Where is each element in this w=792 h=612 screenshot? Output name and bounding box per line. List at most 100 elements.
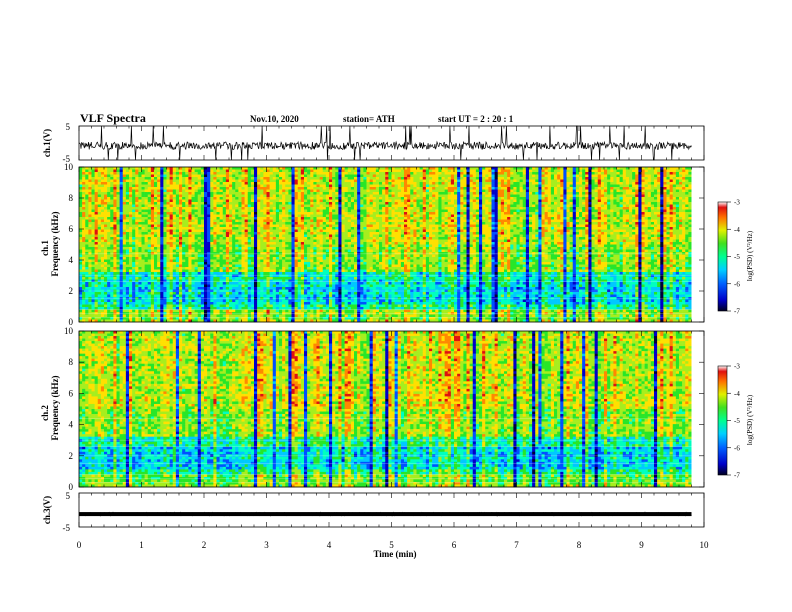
spectrogram-cell [97, 302, 102, 305]
spectrogram-cell [229, 242, 233, 245]
spectrogram-cell [104, 299, 108, 303]
spectrogram-cell [229, 279, 233, 283]
spectrogram-cell [282, 209, 286, 213]
spectrogram-cell [263, 192, 267, 195]
spectrogram-cell [244, 304, 249, 308]
spectrogram-cell [232, 169, 236, 173]
spectrogram-cell [304, 309, 308, 313]
spectrogram-cell [79, 169, 83, 173]
spectrogram-cell [313, 242, 317, 245]
spectrogram-cell [88, 204, 92, 208]
ch1-ytick-top: 5 [66, 122, 71, 132]
spectrogram-cell [238, 307, 242, 310]
spectrogram-cell [82, 167, 86, 170]
spectrogram-cell [250, 167, 255, 170]
spectrogram-cell [235, 224, 239, 228]
spectrogram-cell [163, 174, 167, 178]
spectrogram-cell [266, 294, 270, 298]
spectrogram-cell [163, 259, 167, 263]
spectrogram-cell [94, 272, 99, 275]
spectrogram-cell [172, 267, 177, 270]
spectrogram-cell [300, 229, 305, 233]
spectrogram-cell [288, 239, 292, 243]
spectrogram-cell [100, 294, 105, 298]
spectrogram-cell [247, 232, 252, 235]
spectrogram-cell [144, 302, 149, 305]
spectrogram-cell [175, 239, 180, 243]
spectrogram-cell [150, 179, 155, 183]
spectrogram-cell [141, 189, 145, 193]
ch1-waveform-ticks [78, 126, 705, 160]
spectrogram-cell [319, 272, 324, 275]
spectrogram-cell [116, 232, 120, 235]
spectrogram-cell [232, 192, 236, 195]
spectrogram-cell [157, 319, 161, 323]
spectrogram-cell [266, 267, 270, 270]
spectrogram-cell [113, 229, 117, 233]
spectrogram-cell [169, 217, 174, 220]
spectrogram-cell [132, 264, 136, 268]
spectrogram-cell [94, 189, 99, 193]
spectrogram-cell [188, 264, 192, 268]
spectrogram-cell [297, 184, 302, 188]
spectrogram-cell [197, 307, 202, 310]
spectrogram-cell [275, 199, 280, 203]
spectrogram-cell [107, 304, 111, 308]
spectrogram-cell [129, 234, 133, 238]
spectrogram-cell [175, 264, 180, 268]
spectrogram-cell [129, 167, 133, 170]
spectrogram-cell [269, 284, 274, 288]
spectrogram-cell [97, 202, 102, 205]
spectrogram-cell [160, 262, 164, 265]
spectrogram-cell [172, 287, 177, 290]
spectrogram-cell [294, 307, 299, 310]
spectrogram-cell [244, 314, 249, 318]
spectrogram-cell [191, 172, 195, 175]
spectrogram-cell [150, 284, 155, 288]
spectrogram-cell [104, 262, 108, 265]
spectrogram-cell [304, 229, 308, 233]
spectrogram-cell [185, 312, 189, 315]
spectrogram-cell [175, 189, 180, 193]
spectrogram-cell [257, 239, 261, 243]
spectrogram-cell [154, 169, 158, 173]
spectrogram-cell [244, 179, 249, 183]
spectrogram-cell [266, 292, 270, 295]
spectrogram-cell [94, 219, 99, 223]
spectrogram-cell [266, 247, 270, 250]
spectrogram-cell [297, 209, 302, 213]
spectrogram-cell [94, 259, 99, 263]
spectrogram-cell [175, 192, 180, 195]
spectrogram-cell [91, 304, 95, 308]
spectrogram-cell [250, 262, 255, 265]
spectrogram-cell [185, 189, 189, 193]
spectrogram-cell [272, 192, 277, 195]
spectrogram-cell [313, 257, 317, 260]
spectrogram-cell [297, 174, 302, 178]
spectrogram-cell [291, 259, 295, 263]
spectrogram-cell [79, 199, 83, 203]
spectrogram-cell [185, 224, 189, 228]
spectrogram-cell [119, 294, 124, 298]
spectrogram-cell [110, 204, 114, 208]
spectrogram-cell [235, 174, 239, 178]
spectrogram-cell [197, 257, 202, 260]
spectrogram-cell [122, 307, 127, 310]
spectrogram-cell [244, 249, 249, 253]
spectrogram-cell [291, 294, 295, 298]
spectrogram-cell [257, 212, 261, 215]
spectrogram-cell [288, 182, 292, 185]
spectrogram-cell [125, 259, 130, 263]
spectrogram-cell [291, 199, 295, 203]
spectrogram-cell [185, 232, 189, 235]
spectrogram-cell [82, 247, 86, 250]
spectrogram-cell [179, 174, 183, 178]
spectrogram-cell [310, 179, 314, 183]
spectrogram-cell [310, 272, 314, 275]
spectrogram-cell [219, 222, 224, 225]
spectrogram-cell [79, 192, 83, 195]
spectrogram-cell [207, 182, 211, 185]
spectrogram-cell [304, 197, 308, 200]
spectrogram-cell [291, 187, 295, 190]
spectrogram-cell [216, 239, 220, 243]
